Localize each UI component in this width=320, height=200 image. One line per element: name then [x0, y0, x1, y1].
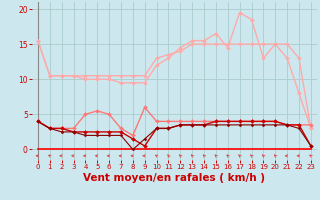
- X-axis label: Vent moyen/en rafales ( km/h ): Vent moyen/en rafales ( km/h ): [84, 173, 265, 183]
